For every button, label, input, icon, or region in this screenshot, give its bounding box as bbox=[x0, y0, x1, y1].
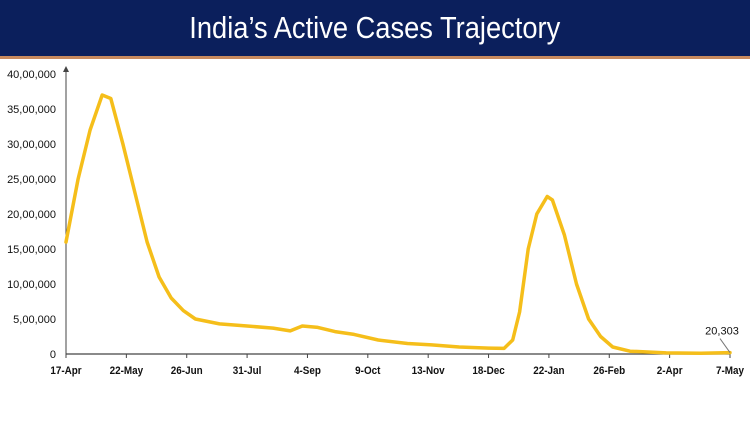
y-tick-label: 30,00,000 bbox=[7, 139, 56, 151]
x-tick-label: 26-Jun bbox=[171, 366, 203, 378]
y-tick-label: 20,00,000 bbox=[7, 209, 56, 221]
x-tick-label: 4-Sep bbox=[294, 366, 321, 378]
annotation-leader bbox=[719, 338, 731, 353]
title-banner: India’s Active Cases Trajectory bbox=[0, 0, 750, 59]
active-cases-line bbox=[64, 93, 732, 355]
y-axis-arrow bbox=[63, 66, 69, 72]
x-tick-label: 9-Oct bbox=[355, 366, 381, 378]
annotation-label: 20,303 bbox=[705, 326, 739, 338]
chart-title: India’s Active Cases Trajectory bbox=[189, 10, 561, 45]
y-tick-label: 25,00,000 bbox=[7, 174, 56, 186]
y-tick-label: 15,00,000 bbox=[7, 244, 56, 256]
x-tick-label: 2-Apr bbox=[657, 366, 683, 378]
y-tick-label: 0 bbox=[50, 349, 56, 361]
y-tick-label: 40,00,000 bbox=[7, 69, 56, 81]
y-tick-label: 10,00,000 bbox=[7, 279, 56, 291]
x-tick-label: 22-May bbox=[110, 366, 144, 378]
x-tick-label: 26-Feb bbox=[593, 366, 625, 378]
x-tick-label: 31-Jul bbox=[233, 366, 262, 378]
y-tick-label: 5,00,000 bbox=[13, 314, 56, 326]
x-tick-label: 18-Dec bbox=[472, 366, 505, 378]
x-tick-label: 17-Apr bbox=[50, 366, 81, 378]
y-tick-label: 35,00,000 bbox=[7, 104, 56, 116]
x-tick-label: 7-May bbox=[716, 366, 744, 378]
x-tick-label: 13-Nov bbox=[412, 366, 445, 378]
x-tick-label: 22-Jan bbox=[533, 366, 564, 378]
